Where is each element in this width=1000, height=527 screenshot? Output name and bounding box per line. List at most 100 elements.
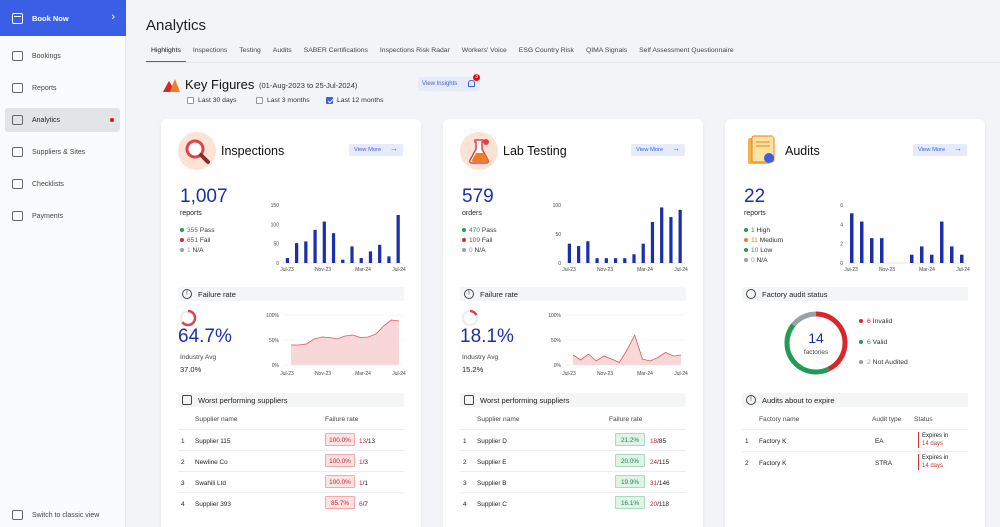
supplier-name: Supplier D	[477, 438, 507, 445]
table-row[interactable]: 3 Swahili Ltd 100.0% 1/1	[178, 471, 404, 492]
y-tick-label: 100%	[266, 313, 279, 319]
failure-rate-donut	[461, 309, 479, 327]
fail-count: 24	[650, 459, 658, 466]
bar	[567, 243, 571, 263]
lab-testing-card: Lab Testing View More 579 orders 470 Pas…	[443, 119, 703, 527]
sidebar-item-label: Suppliers & Sites	[32, 148, 86, 156]
high-dot	[744, 228, 748, 233]
table-row[interactable]: 1 Supplier D 21.2% 18/85	[460, 429, 686, 450]
tab-inspections[interactable]: Inspections	[192, 47, 228, 54]
filter-last-30-days[interactable]: Last 30 days	[187, 97, 237, 104]
expiry-status: Expires in 14 days	[918, 432, 948, 448]
checkbox[interactable]	[256, 97, 263, 104]
x-tick-label: Jul-23	[280, 267, 294, 273]
filter-label: Last 12 months	[337, 97, 384, 104]
sidebar-item-suppliers[interactable]: Suppliers & Sites	[5, 140, 120, 164]
book-now-label: Book Now	[32, 13, 69, 23]
info-icon: !	[746, 395, 756, 405]
tab-audits[interactable]: Audits	[272, 47, 292, 54]
view-insights-button[interactable]: View Insights 3	[418, 74, 480, 91]
na-label: N/A	[192, 247, 204, 254]
industry-avg-value: 15.2%	[462, 365, 484, 374]
table-row[interactable]: 3 Supplier B 19.9% 31/146	[460, 471, 686, 492]
bar	[860, 221, 864, 263]
expiry-status: Expires in 14 days	[918, 454, 948, 470]
na-value: 0	[469, 247, 473, 254]
table-row[interactable]: 4 Supplier 393 85.7% 6/7	[178, 492, 404, 513]
series-line	[572, 333, 682, 364]
status-invalid: 6 Invalid	[859, 318, 892, 325]
legend-low: 10 Low	[744, 246, 783, 256]
book-now-button[interactable]: Book Now ›	[0, 0, 126, 36]
bar	[850, 213, 854, 263]
bar	[285, 258, 289, 263]
main-content: Analytics Highlights Inspections Testing…	[127, 0, 1000, 527]
x-tick-label: Jul-24	[674, 267, 688, 273]
fail-count: 20	[650, 501, 658, 508]
filter-last-12-months[interactable]: Last 12 months	[326, 97, 383, 104]
tab-workers-voice[interactable]: Workers' Voice	[461, 47, 507, 54]
failure-rate-pill: 21.2%	[615, 433, 645, 446]
failure-rate-pill: 100.0%	[325, 454, 355, 467]
checkbox[interactable]	[187, 97, 194, 104]
y-tick-label: 0	[558, 261, 561, 267]
bar	[322, 221, 326, 263]
fail-fraction: 18/85	[650, 438, 666, 445]
tab-saber-certifications[interactable]: SABER Certifications	[303, 47, 368, 54]
supplier-name: Supplier C	[477, 501, 507, 508]
col-failure-rate: Failure rate	[609, 416, 643, 423]
filter-label: Last 30 days	[198, 97, 237, 104]
fail-value: 109	[469, 237, 481, 244]
view-more-button[interactable]: View More	[349, 144, 403, 156]
valid-dot	[859, 340, 863, 345]
table-row[interactable]: 4 Supplier C 16.1% 20/118	[460, 492, 686, 513]
table-row[interactable]: 1 Supplier 115 100.0% 13/13	[178, 429, 404, 450]
table-row[interactable]: 2 Supplier E 20.0% 24/115	[460, 450, 686, 471]
sidebar-item-label: Checklists	[32, 180, 64, 188]
bar	[678, 209, 682, 263]
switch-classic-view-link[interactable]: Switch to classic view	[12, 510, 99, 520]
total-count: 85	[658, 438, 666, 445]
wallet-icon	[12, 211, 23, 221]
row-number: 4	[181, 501, 185, 508]
pass-dot	[462, 228, 466, 233]
row-number: 4	[463, 501, 467, 508]
bar	[378, 244, 382, 263]
y-tick-label: 0%	[272, 363, 280, 369]
medium-value: 11	[751, 237, 758, 244]
sidebar-item-reports[interactable]: Reports	[5, 76, 120, 100]
sidebar-item-checklists[interactable]: Checklists	[5, 172, 120, 196]
total-count: 579	[462, 186, 494, 207]
na-value: 0	[751, 257, 755, 264]
section-title: Failure rate	[198, 289, 236, 299]
table-row[interactable]: 1 Factory K EA Expires in 14 days	[742, 429, 968, 451]
view-more-button[interactable]: View More	[631, 144, 685, 156]
tab-self-assessment[interactable]: Self Assessment Questionnaire	[639, 47, 734, 54]
filter-last-3-months[interactable]: Last 3 months	[256, 97, 310, 104]
view-more-button[interactable]: View More	[913, 144, 967, 156]
sidebar-item-analytics[interactable]: Analytics	[5, 108, 120, 132]
failure-rate-pill: 19.9%	[615, 475, 645, 488]
x-tick-label: Mar-24	[637, 267, 653, 273]
na-dot	[744, 258, 748, 263]
legend-na: 0 N/A	[462, 246, 497, 256]
sidebar-item-payments[interactable]: Payments	[5, 204, 120, 228]
invalid-value: 6	[867, 318, 871, 325]
tab-qima-signals[interactable]: QIMA Signals	[585, 47, 628, 54]
sidebar-item-label: Bookings	[32, 52, 61, 60]
tab-esg-country-risk[interactable]: ESG Country Risk	[518, 47, 574, 54]
fail-count: 1	[359, 459, 363, 466]
total-unit: reports	[744, 210, 766, 217]
table-row[interactable]: 2 Factory K STRA Expires in 14 days	[742, 451, 968, 473]
tab-inspections-risk-radar[interactable]: Inspections Risk Radar	[379, 47, 450, 54]
tab-highlights[interactable]: Highlights	[146, 44, 186, 62]
fail-label: Fail	[481, 237, 493, 244]
key-figures-logo-icon	[163, 79, 180, 92]
sidebar-item-bookings[interactable]: Bookings	[5, 44, 120, 68]
high-label: High	[756, 227, 771, 234]
switch-classic-label: Switch to classic view	[32, 511, 100, 519]
checkbox-checked[interactable]	[326, 97, 333, 104]
tab-testing[interactable]: Testing	[239, 47, 261, 54]
pass-label: Pass	[481, 227, 497, 234]
table-row[interactable]: 2 Newline Co 100.0% 1/3	[178, 450, 404, 471]
